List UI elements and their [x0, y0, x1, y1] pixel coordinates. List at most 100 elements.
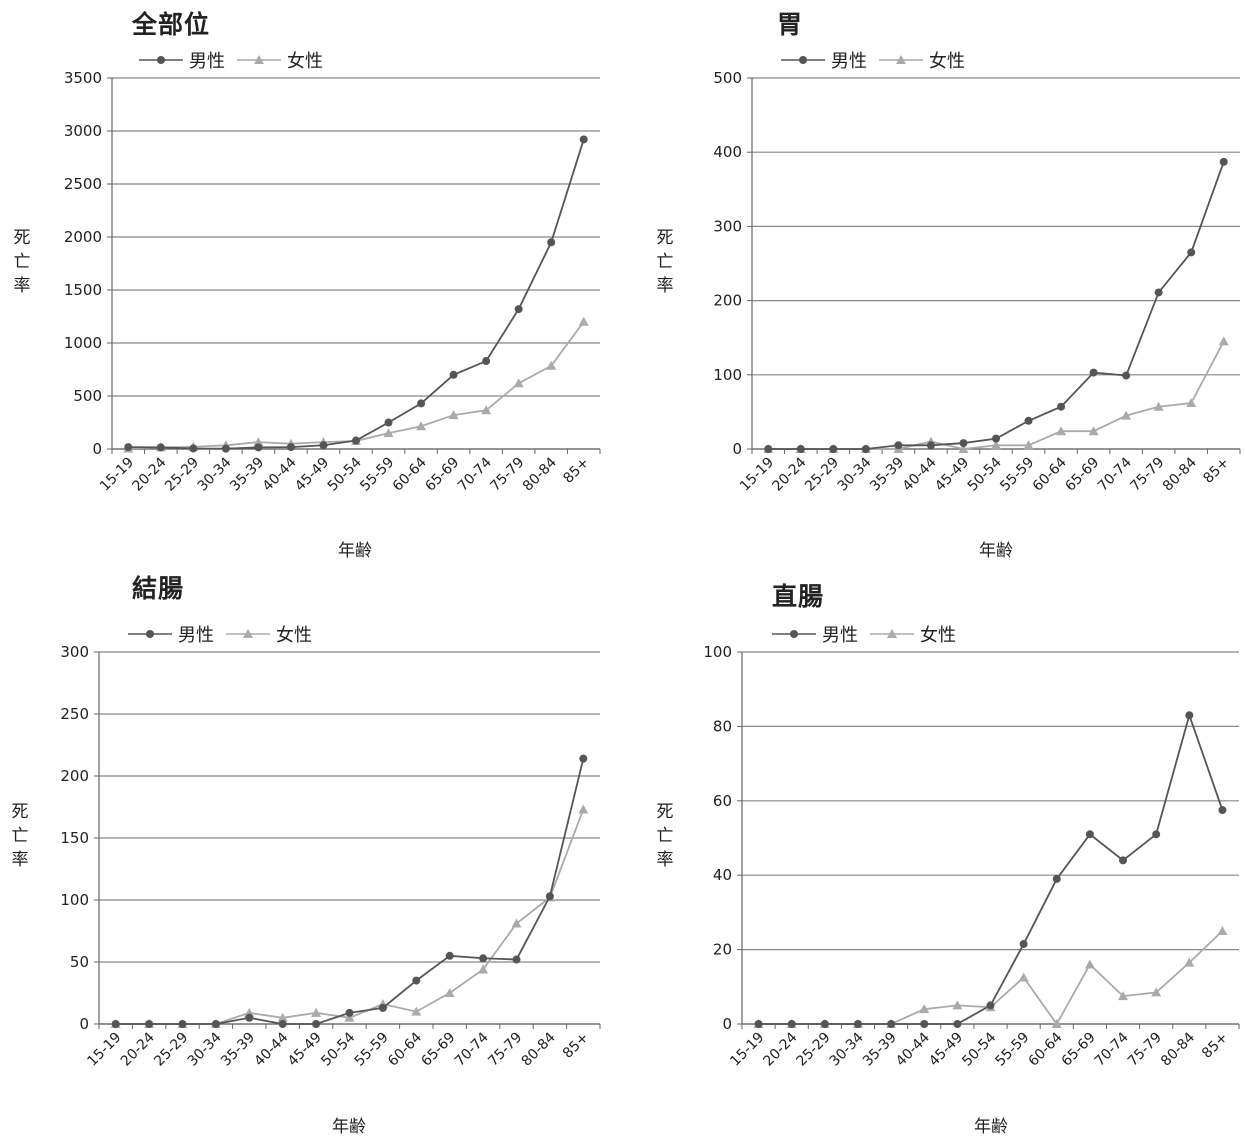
data-point	[156, 443, 165, 452]
x-tick-label: 35-39	[227, 455, 267, 495]
data-point	[479, 954, 488, 963]
data-point	[482, 357, 491, 366]
legend-label: 女性	[929, 51, 965, 72]
x-tick-label: 30-34	[827, 1029, 867, 1069]
legend-circle-marker	[146, 630, 154, 638]
data-point	[829, 445, 838, 453]
y-tick-label: 300	[60, 643, 89, 661]
x-axis-label: 年齢	[332, 1117, 366, 1137]
x-tick-label: 20-24	[130, 454, 170, 494]
data-point	[1153, 401, 1164, 411]
data-point	[513, 378, 524, 388]
data-point	[578, 316, 589, 326]
x-tick-label: 75-79	[1125, 1030, 1165, 1070]
x-tick-label: 70-74	[1092, 1029, 1132, 1069]
x-tick-label: 85+	[1200, 455, 1232, 487]
chart-title: 胃	[777, 10, 804, 39]
x-tick-label: 40-44	[260, 454, 300, 494]
x-tick-label: 45-49	[285, 1030, 325, 1070]
x-tick-label: 65-69	[1062, 455, 1102, 495]
data-point	[512, 955, 521, 964]
x-tick-label: 30-34	[185, 1029, 225, 1069]
data-point	[1217, 926, 1228, 935]
y-tick-label: 0	[732, 440, 742, 458]
y-tick-label: 50	[70, 953, 89, 971]
data-point	[578, 804, 589, 814]
legend-item: 女性	[235, 47, 323, 73]
data-point	[383, 428, 394, 438]
x-tick-label: 45-49	[926, 1030, 966, 1070]
chart-title: 全部位	[132, 10, 211, 39]
data-point	[1024, 416, 1033, 425]
data-point	[449, 370, 458, 379]
data-point	[411, 1006, 422, 1016]
legend-label: 女性	[287, 51, 323, 72]
x-tick-label: 65-69	[1059, 1030, 1099, 1070]
x-tick-label: 25-29	[794, 1030, 834, 1070]
x-tick-label: 45-49	[292, 455, 332, 495]
data-point	[919, 1004, 930, 1014]
x-tick-label: 40-44	[251, 1029, 291, 1069]
data-point	[445, 951, 454, 960]
series-line	[115, 809, 585, 1025]
x-tick-label: 60-64	[1030, 454, 1070, 494]
legend-item: 男性	[779, 47, 867, 73]
x-tick-label: 40-44	[893, 1029, 933, 1069]
data-point	[1088, 426, 1099, 436]
data-point	[861, 445, 870, 453]
data-point	[254, 443, 263, 452]
legend-triangle-marker	[243, 629, 253, 638]
data-point	[820, 1020, 829, 1028]
data-point	[221, 444, 230, 453]
legend-swatch	[870, 629, 914, 638]
x-tick-label: 35-39	[218, 1030, 258, 1070]
data-point	[1218, 336, 1229, 346]
data-point	[920, 1020, 929, 1028]
legend-swatch	[139, 56, 183, 64]
data-point	[448, 410, 459, 420]
data-point	[311, 1007, 322, 1017]
y-tick-label: 40	[713, 866, 732, 884]
legend-item: 男性	[126, 621, 214, 647]
plot-area: 0 100 200 300 400 500 15-1920-2425-2930-3435-3…	[713, 69, 1241, 495]
legend-triangle-marker	[896, 55, 906, 64]
x-tick-label: 70-74	[452, 1029, 492, 1069]
data-point	[1121, 410, 1132, 420]
y-tick-label: 1000	[64, 334, 102, 352]
legend-swatch	[879, 55, 923, 64]
y-tick-label: 0	[92, 440, 102, 458]
data-point	[312, 1020, 321, 1028]
data-point	[319, 441, 328, 450]
x-tick-label: 70-74	[1095, 454, 1135, 494]
data-point	[959, 439, 968, 448]
plot-area: 0 20 40 60 80 100 15-1920-2425-2930-3435-3940-…	[703, 643, 1240, 1070]
y-tick-label: 300	[713, 217, 742, 235]
data-point	[953, 1020, 962, 1028]
x-tick-label: 50-54	[959, 1029, 999, 1069]
y-axis-label: 死亡率	[11, 802, 29, 870]
chart-legend: 男性 女性	[779, 47, 975, 73]
data-point	[286, 443, 295, 452]
data-point	[244, 1007, 255, 1017]
chart-panel: 胃男性 女性 死亡率 年齢 0 100 200 300 400 500 15-19 20-24 25-2…	[622, 0, 1244, 567]
legend-label: 男性	[822, 625, 858, 646]
x-tick-label: 80-84	[1158, 1029, 1198, 1069]
data-point	[278, 1020, 287, 1028]
chart-legend: 男性 女性	[126, 621, 322, 647]
x-tick-label: 50-54	[318, 1029, 358, 1069]
data-point	[1184, 957, 1195, 967]
data-point	[1151, 987, 1162, 997]
y-axis-label: 死亡率	[656, 802, 674, 870]
data-point	[958, 444, 969, 453]
legend-item: 女性	[868, 621, 956, 647]
data-point	[546, 360, 557, 370]
x-tick-label: 50-54	[965, 454, 1005, 494]
x-tick-label: 35-39	[867, 455, 907, 495]
data-point	[345, 1008, 354, 1017]
data-point	[579, 754, 588, 763]
data-point	[1084, 959, 1095, 969]
data-point	[787, 1020, 796, 1028]
data-point	[1052, 874, 1061, 883]
data-point	[952, 1000, 963, 1010]
